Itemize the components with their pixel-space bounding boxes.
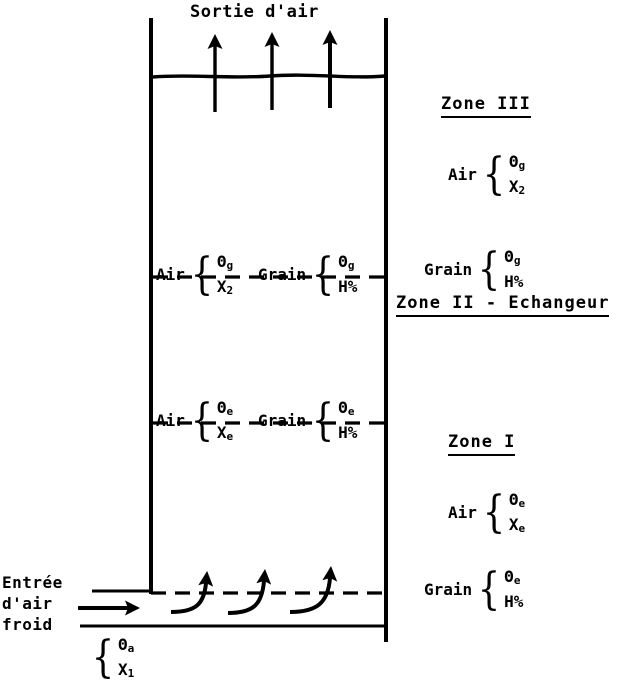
lower-boundary-air-x: Xe — [216, 422, 234, 443]
zone-3-grain-theta: Θg — [504, 247, 521, 267]
zone-3-grain-group: Grain { Θg H% — [424, 243, 524, 295]
upper-boundary-air-group: Air { Θg X2 — [156, 248, 234, 300]
zone-1-air-x: Xe — [508, 514, 526, 535]
column-walls — [149, 18, 388, 642]
zone-3-air-group: Air { Θg X2 — [448, 148, 526, 200]
zone-1-grain-h: H% — [504, 591, 524, 611]
lower-boundary-air-label: Air — [156, 411, 185, 431]
zone-3-air-label: Air — [448, 165, 477, 185]
zone-1-air-theta: Θe — [508, 490, 526, 510]
lower-boundary-grain-group: Grain { Θe H% — [258, 394, 358, 446]
air-outlet-arrows — [207, 30, 338, 112]
zone-3-air-x: X2 — [508, 176, 526, 197]
inlet-label-line-1: Entrée — [2, 573, 63, 592]
upper-boundary-air-theta: Θg — [216, 252, 234, 272]
grain-bed-surface — [152, 73, 386, 79]
upflow-arrows — [170, 566, 338, 615]
upper-boundary-air-x: X2 — [216, 276, 234, 297]
upper-boundary-grain-h: H% — [338, 276, 358, 296]
upper-boundary-air-label: Air — [156, 265, 185, 285]
zone-1-air-label: Air — [448, 503, 477, 523]
lower-boundary-air-theta: Θe — [216, 398, 234, 418]
zone-1-grain-label: Grain — [424, 580, 473, 600]
zone-1-air-group: Air { Θe Xe — [448, 486, 526, 538]
zone-3-grain-label: Grain — [424, 260, 473, 280]
zone-1-grain-group: Grain { Θe H% — [424, 563, 524, 615]
zone-3-grain-h: H% — [504, 271, 524, 291]
zone-1-title: Zone I — [448, 432, 516, 456]
inlet-state-theta: Θa — [118, 635, 135, 655]
upper-boundary-grain-label: Grain — [258, 265, 307, 285]
zone-2-title: Zone II - Echangeur — [396, 293, 610, 317]
inlet-state-x: X1 — [118, 659, 135, 680]
zone-3-title: Zone III — [441, 94, 531, 118]
outlet-air-title: Sortie d'air — [190, 2, 319, 22]
upper-boundary-grain-theta: Θg — [338, 252, 355, 272]
lower-boundary-grain-h: H% — [338, 422, 358, 442]
lower-boundary-air-group: Air { Θe Xe — [156, 394, 234, 446]
zone-1-grain-theta: Θe — [504, 567, 521, 587]
inlet-label-line-3: froid — [2, 615, 53, 634]
zone-3-air-theta: Θg — [508, 152, 526, 172]
lower-boundary-grain-label: Grain — [258, 411, 307, 431]
inlet-state-group: { Θa X1 — [91, 631, 135, 683]
lower-boundary-grain-theta: Θe — [338, 398, 355, 418]
inlet-label-line-2: d'air — [2, 594, 53, 613]
upper-boundary-grain-group: Grain { Θg H% — [258, 248, 358, 300]
